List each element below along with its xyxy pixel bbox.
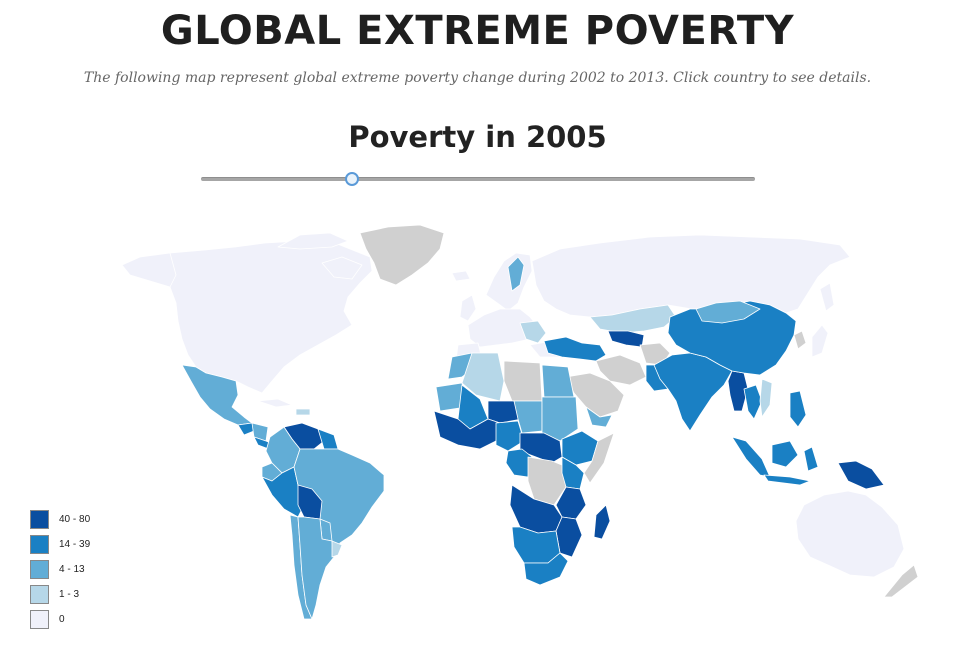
page-title: GLOBAL EXTREME POVERTY — [160, 8, 795, 54]
country-south-africa[interactable] — [523, 552, 569, 586]
country-iran[interactable] — [595, 354, 647, 386]
country-vietnam[interactable] — [759, 378, 773, 418]
country-cuba[interactable] — [257, 398, 293, 408]
legend-swatch — [30, 560, 49, 579]
year-heading: Poverty in 2005 — [348, 120, 607, 154]
legend-item: 4 - 13 — [30, 557, 90, 582]
country-russia[interactable] — [531, 234, 851, 318]
year-slider-track[interactable] — [201, 177, 755, 181]
legend-swatch — [30, 585, 49, 604]
country-sumatra[interactable] — [731, 436, 771, 478]
country-mexico[interactable] — [181, 364, 253, 426]
country-sakhalin[interactable] — [819, 282, 835, 312]
country-myanmar[interactable] — [727, 370, 749, 412]
world-map — [121, 224, 919, 620]
legend-label: 0 — [59, 614, 65, 625]
legend: 40 - 80 14 - 39 4 - 13 1 - 3 0 — [30, 507, 90, 632]
country-mongolia[interactable] — [695, 300, 761, 324]
year-slider[interactable] — [201, 172, 755, 186]
country-chad[interactable] — [513, 400, 543, 434]
legend-swatch — [30, 610, 49, 629]
country-new-zealand[interactable] — [883, 564, 919, 598]
country-korea[interactable] — [793, 330, 807, 350]
legend-label: 14 - 39 — [59, 539, 91, 550]
country-iceland[interactable] — [451, 270, 471, 282]
country-alaska[interactable] — [121, 252, 177, 288]
country-borneo[interactable] — [771, 440, 799, 468]
country-papua[interactable] — [837, 460, 885, 490]
country-argentina[interactable] — [297, 516, 335, 620]
year-slider-thumb[interactable] — [345, 172, 360, 186]
country-nigeria[interactable] — [495, 420, 525, 452]
country-libya[interactable] — [503, 360, 543, 402]
country-balkans[interactable] — [519, 320, 547, 344]
legend-item: 40 - 80 — [30, 507, 90, 532]
country-scandinavia[interactable] — [485, 252, 533, 312]
country-uk[interactable] — [459, 294, 477, 322]
country-hispaniola[interactable] — [295, 408, 311, 416]
country-yemen[interactable] — [585, 406, 613, 428]
country-canada-islands[interactable] — [277, 232, 349, 250]
legend-label: 1 - 3 — [59, 589, 80, 600]
legend-label: 4 - 13 — [59, 564, 85, 575]
country-guyana[interactable] — [317, 428, 339, 450]
country-namibia-botswana[interactable] — [511, 526, 561, 564]
country-egypt[interactable] — [541, 364, 575, 398]
country-uruguay[interactable] — [331, 540, 343, 558]
country-guatemala[interactable] — [237, 422, 255, 436]
page-subtitle: The following map represent global extre… — [83, 70, 872, 86]
country-baffin[interactable] — [321, 256, 363, 280]
legend-label: 40 - 80 — [59, 514, 91, 525]
country-niger[interactable] — [487, 400, 523, 424]
country-uzbekistan[interactable] — [607, 330, 645, 348]
country-australia[interactable] — [795, 490, 905, 578]
country-greenland[interactable] — [359, 224, 445, 286]
country-canada-usa[interactable] — [121, 240, 373, 394]
legend-swatch — [30, 510, 49, 529]
legend-item: 0 — [30, 607, 90, 632]
country-drc[interactable] — [527, 456, 567, 506]
legend-item: 1 - 3 — [30, 582, 90, 607]
legend-item: 14 - 39 — [30, 532, 90, 557]
country-finland-baltic[interactable] — [507, 256, 525, 292]
country-sudan[interactable] — [541, 396, 579, 442]
country-saudi-arabia[interactable] — [565, 372, 625, 418]
legend-swatch — [30, 535, 49, 554]
country-sulawesi[interactable] — [803, 446, 819, 472]
country-thailand[interactable] — [743, 384, 763, 420]
country-somalia[interactable] — [583, 432, 615, 484]
country-iran-region[interactable] — [543, 336, 607, 362]
country-japan[interactable] — [811, 324, 829, 358]
country-java[interactable] — [763, 474, 811, 486]
country-madagascar[interactable] — [593, 504, 611, 540]
country-philippines[interactable] — [789, 390, 807, 428]
